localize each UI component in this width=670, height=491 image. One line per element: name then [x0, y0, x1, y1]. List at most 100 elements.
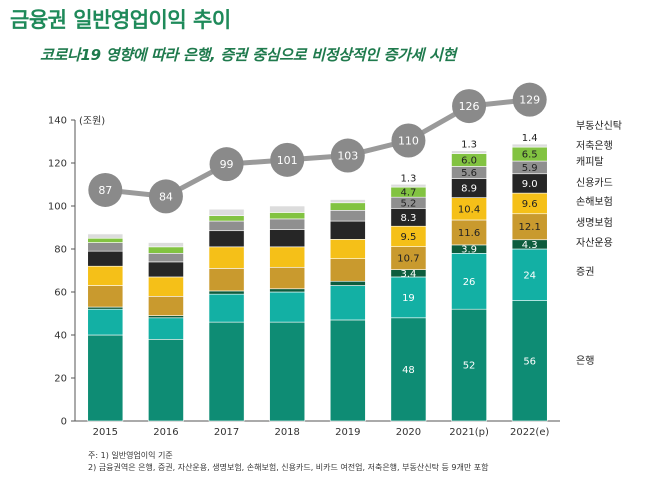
bar-segment-은행 [87, 334, 124, 422]
y-tick-label: 140 [48, 116, 67, 127]
bar-segment-손해보험 [148, 276, 184, 297]
bar-segment-저축은행 [208, 215, 245, 222]
bar-segment-증권 [451, 253, 487, 310]
segment-label: 52 [463, 361, 476, 372]
bar-segment-은행 [451, 308, 487, 422]
footnote-2: 2) 금융권역은 은행, 증권, 자산운용, 생명보험, 손해보험, 신용카드,… [88, 463, 489, 472]
x-tick-label: 2016 [153, 427, 178, 438]
legend-label-은행: 은행 [576, 355, 594, 367]
total-bubble [330, 138, 365, 173]
bar-segment-증권 [269, 291, 306, 323]
segment-label: 6.5 [522, 150, 538, 161]
total-bubble [270, 142, 305, 177]
total-label: 99 [220, 158, 234, 171]
x-tick-label: 2020 [396, 427, 421, 438]
bar-segment-자산운용 [87, 306, 124, 310]
bar-segment-자산운용 [208, 290, 245, 295]
bar-segment-신용카드 [87, 250, 124, 267]
bar-segment-생명보험 [208, 268, 245, 292]
bar-segment-생명보험 [87, 285, 124, 308]
bar-segment-부동산신탁 [208, 208, 245, 216]
bar-segment-신용카드 [269, 229, 306, 248]
y-tick-label: 60 [54, 288, 67, 299]
segment-label: 1.3 [461, 140, 477, 151]
y-tick-label: 80 [54, 245, 67, 256]
bar-segment-증권 [329, 285, 366, 321]
legend-label-신용카드: 신용카드 [576, 177, 613, 189]
bar-segment-자산운용 [269, 288, 306, 293]
segment-label: 24 [523, 270, 536, 281]
bar-segment-캐피탈 [87, 242, 124, 252]
y-tick-label: 40 [54, 331, 67, 342]
bar-segment-캐피탈 [208, 220, 245, 232]
bar-segment-손해보험 [87, 265, 124, 286]
bar-segment-생명보험 [148, 295, 184, 316]
bar-segment-저축은행 [329, 202, 366, 211]
total-label: 87 [98, 184, 112, 197]
bar-segment-생명보험 [451, 219, 487, 246]
bar-segment-부동산신탁 [87, 233, 124, 239]
bar-segment-저축은행 [148, 246, 184, 254]
bar-segment-생명보험 [329, 258, 366, 282]
bar-segment-생명보험 [511, 213, 548, 241]
segment-label: 1.3 [400, 173, 416, 184]
bar-segment-부동산신탁 [451, 150, 487, 154]
y-tick-label: 100 [48, 202, 67, 213]
x-tick-label: 2022(e) [510, 427, 550, 438]
bar-segment-부동산신탁 [390, 183, 427, 188]
segment-label: 5.6 [461, 168, 477, 179]
bar-segment-부동산신탁 [269, 205, 306, 213]
chart-title: 금융권 일반영업이익 추이 [10, 8, 231, 32]
bar-segment-자산운용 [329, 280, 366, 286]
bar-segment-저축은행 [269, 212, 306, 220]
bar-segment-부동산신탁 [511, 143, 548, 148]
bar-segment-증권 [511, 248, 548, 301]
bar-segment-은행 [269, 321, 306, 422]
legend-label-손해보험: 손해보험 [576, 195, 613, 208]
bar-segment-은행 [208, 321, 245, 422]
bar-segment-캐피탈 [269, 218, 306, 230]
legend-label-캐피탈: 캐피탈 [576, 155, 604, 168]
x-tick-label: 2017 [214, 427, 239, 438]
total-label: 110 [398, 135, 419, 148]
total-label: 101 [277, 154, 298, 167]
legend-label-증권: 증권 [576, 266, 594, 278]
legend-label-부동산신탁: 부동산신탁 [576, 120, 622, 132]
total-label: 129 [519, 94, 540, 107]
bar-segment-저축은행 [87, 237, 124, 243]
y-tick-label: 20 [54, 374, 67, 385]
bar-segment-증권 [208, 293, 245, 323]
total-bubble [148, 179, 183, 214]
bar-segment-손해보험 [269, 246, 306, 268]
bar-segment-캐피탈 [148, 253, 184, 263]
segment-label: 48 [402, 365, 415, 376]
x-tick-label: 2018 [274, 427, 299, 438]
bar-segment-손해보험 [329, 239, 366, 259]
total-label: 103 [337, 150, 358, 163]
bar-segment-신용카드 [329, 220, 366, 240]
bar-segment-자산운용 [148, 315, 184, 319]
bar-segment-은행 [390, 317, 427, 422]
footnote-1: 주: 1) 일반영업이익 기준 [88, 451, 173, 460]
total-bubble [512, 82, 547, 117]
segment-label: 8.9 [461, 184, 477, 195]
bar-segment-은행 [329, 319, 366, 422]
bar-segment-은행 [148, 338, 184, 422]
legend-label-생명보험: 생명보험 [576, 217, 613, 229]
segment-label: 5.2 [400, 198, 416, 209]
total-label: 84 [159, 190, 173, 203]
bar-segment-신용카드 [148, 261, 184, 278]
total-bubble [209, 147, 244, 182]
bar-segment-증권 [87, 308, 124, 336]
segment-label: 9.5 [400, 232, 416, 243]
segment-label: 4.3 [522, 240, 538, 251]
bar-segment-생명보험 [269, 266, 306, 290]
bar-segment-캐피탈 [329, 210, 366, 222]
x-tick-label: 2021(p) [449, 427, 489, 438]
segment-label: 1.4 [522, 133, 538, 144]
segment-label: 4.7 [400, 188, 416, 199]
segment-label: 6.0 [461, 155, 477, 166]
total-bubble [452, 89, 487, 124]
segment-label: 9.0 [522, 179, 538, 190]
